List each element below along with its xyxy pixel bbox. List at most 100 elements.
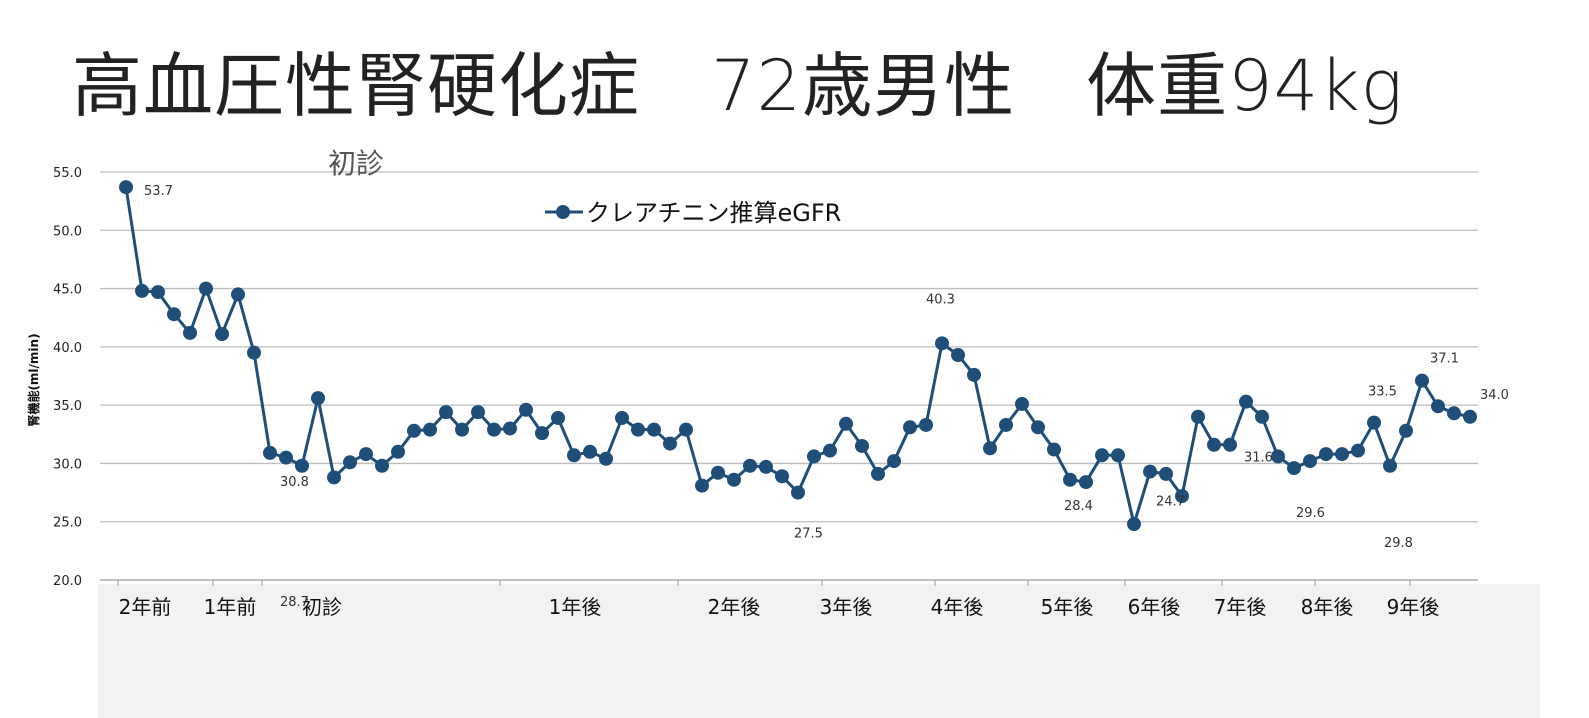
data-point (439, 405, 453, 420)
data-point (1111, 448, 1125, 463)
data-point (1015, 396, 1029, 411)
data-point (151, 285, 165, 300)
legend: クレアチニン推算eGFR (545, 199, 841, 227)
data-point (1079, 475, 1093, 490)
data-point (1335, 447, 1349, 462)
data-point (327, 470, 341, 485)
data-point (167, 307, 181, 322)
data-point (1223, 437, 1237, 452)
data-label: 24.7 (1156, 495, 1185, 510)
data-point (423, 422, 437, 437)
data-point (615, 410, 629, 425)
data-point (679, 422, 693, 437)
data-point (599, 451, 613, 466)
x-tick-label: 5年後 (1041, 595, 1094, 619)
data-point (263, 445, 277, 460)
data-point (1431, 399, 1445, 414)
data-point (535, 426, 549, 441)
data-point (311, 391, 325, 406)
data-point (455, 422, 469, 437)
data-point (247, 345, 261, 360)
y-tick-label: 45.0 (53, 283, 82, 298)
x-tick-label: 1年後 (549, 595, 602, 619)
data-labels: 53.7 30.8 28.7 27.5 40.3 28.4 24.7 31.6 29.6 33.5… (144, 184, 1509, 610)
x-tick-label: 2年前 (119, 595, 172, 619)
data-point (1175, 489, 1189, 504)
data-point (1095, 448, 1109, 463)
data-point (279, 450, 293, 465)
data-point (775, 469, 789, 484)
x-tick-label: 6年後 (1128, 595, 1181, 619)
data-point (1271, 449, 1285, 464)
y-tick-label: 30.0 (53, 457, 82, 472)
data-point (647, 422, 661, 437)
series-egfr (119, 180, 1477, 532)
data-point (887, 454, 901, 469)
y-tick-label: 40.0 (53, 341, 82, 356)
data-point (1063, 472, 1077, 487)
data-point (1127, 517, 1141, 532)
data-point (487, 422, 501, 437)
data-point (343, 455, 357, 470)
data-label: 34.0 (1480, 388, 1509, 403)
data-point (1303, 454, 1317, 469)
data-point (711, 465, 725, 480)
data-point (919, 417, 933, 432)
data-point (967, 367, 981, 382)
data-point (1415, 373, 1429, 388)
data-point (503, 421, 517, 436)
data-point (375, 458, 389, 473)
data-point (407, 423, 421, 438)
data-point (1383, 458, 1397, 473)
data-label: 31.6 (1244, 451, 1273, 466)
data-point (1159, 466, 1173, 481)
data-point (743, 458, 757, 473)
data-point (855, 438, 869, 453)
data-point (1399, 423, 1413, 438)
data-point (1143, 464, 1157, 479)
data-point (1447, 406, 1461, 421)
data-point (215, 327, 229, 342)
data-point (359, 447, 373, 462)
data-point (135, 283, 149, 298)
x-tick-label: 3年後 (820, 595, 873, 619)
data-point (1207, 437, 1221, 452)
data-label: 28.7 (280, 595, 309, 610)
data-point (391, 444, 405, 459)
data-label: 37.1 (1430, 351, 1459, 366)
data-point (1367, 415, 1381, 430)
data-point (1239, 394, 1253, 409)
data-point (199, 281, 213, 296)
x-tick-label: 8年後 (1301, 595, 1354, 619)
data-point (663, 436, 677, 451)
data-point (1255, 409, 1269, 424)
x-axis: 2年前 1年前 初診 1年後 2年後 3年後 4年後 5年後 6年後 7年後 8年後 9年後 (117, 580, 1440, 619)
data-point (183, 325, 197, 340)
data-point (567, 448, 581, 463)
data-point (295, 458, 309, 473)
data-point (903, 420, 917, 435)
legend-marker (556, 205, 570, 219)
data-point (839, 416, 853, 431)
data-point (471, 405, 485, 420)
data-point (1463, 409, 1477, 424)
legend-label: クレアチニン推算eGFR (586, 199, 841, 227)
data-point (119, 180, 133, 195)
data-point (231, 287, 245, 302)
series-line (124, 186, 1471, 526)
data-point (1031, 420, 1045, 435)
data-point (871, 466, 885, 481)
data-label: 30.8 (280, 475, 309, 490)
data-point (807, 449, 821, 464)
annotation-first-visit: 初診 (328, 147, 384, 180)
data-point (791, 485, 805, 500)
data-point (1191, 409, 1205, 424)
x-tick-label: 9年後 (1387, 595, 1440, 619)
data-point (823, 443, 837, 458)
footer-band (98, 584, 1540, 718)
grid-lines (100, 171, 1478, 581)
y-tick-label: 55.0 (53, 166, 82, 181)
y-axis-label: 腎機能(ml/min) (26, 333, 41, 426)
data-point (1351, 443, 1365, 458)
